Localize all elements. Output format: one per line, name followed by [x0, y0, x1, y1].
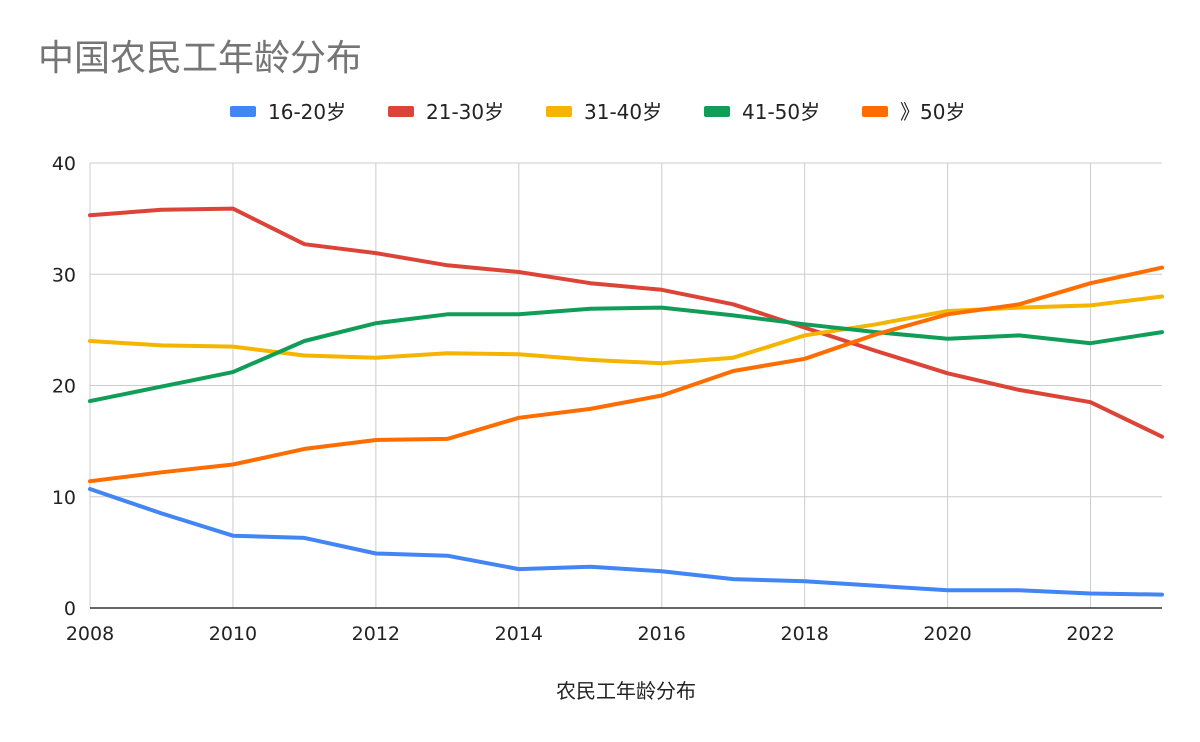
- legend-swatch: [388, 106, 414, 117]
- series-line-3[interactable]: [88, 305, 1164, 404]
- x-tick-label: 2016: [638, 623, 686, 645]
- y-tick-label: 40: [52, 153, 76, 175]
- legend-label: 31-40岁: [584, 100, 662, 124]
- legend[interactable]: 16-20岁 21-30岁 31-40岁 41-50岁 》50岁: [230, 100, 965, 124]
- legend-swatch: [704, 106, 730, 117]
- axes: 0 10 20 30 40 2008 2010 2012 2014 2016 2018 2020 202…: [52, 153, 1162, 645]
- chart-title: 中国农民工年龄分布: [38, 38, 362, 79]
- y-tick-label: 30: [52, 264, 76, 286]
- series-line-1[interactable]: [88, 206, 1164, 439]
- x-tick-label: 2022: [1066, 623, 1114, 645]
- legend-swatch: [546, 106, 572, 117]
- x-tick-label: 2018: [780, 623, 828, 645]
- legend-label: 21-30岁: [426, 100, 504, 124]
- legend-swatch: [230, 106, 256, 117]
- series-line-0[interactable]: [88, 487, 1164, 597]
- y-tick-label: 20: [52, 376, 76, 398]
- x-axis-label: 农民工年龄分布: [556, 679, 696, 703]
- legend-label: 41-50岁: [742, 100, 820, 124]
- series-lines: [88, 206, 1164, 597]
- series-line-4[interactable]: [88, 265, 1164, 484]
- legend-item-2[interactable]: 31-40岁: [546, 100, 662, 124]
- gridlines: [89, 162, 1162, 608]
- legend-label: 16-20岁: [268, 100, 346, 124]
- y-tick-label: 0: [64, 598, 76, 620]
- x-tick-label: 2014: [495, 623, 543, 645]
- x-tick-label: 2008: [66, 623, 114, 645]
- legend-item-1[interactable]: 21-30岁: [388, 100, 504, 124]
- x-tick-label: 2010: [209, 623, 257, 645]
- legend-item-0[interactable]: 16-20岁: [230, 100, 346, 124]
- legend-item-4[interactable]: 》50岁: [862, 100, 965, 124]
- x-tick-label: 2012: [352, 623, 400, 645]
- x-tick-label: 2020: [923, 623, 971, 645]
- legend-label: 》50岁: [900, 100, 965, 124]
- y-tick-label: 10: [52, 487, 76, 509]
- legend-item-3[interactable]: 41-50岁: [704, 100, 820, 124]
- legend-swatch: [862, 106, 888, 117]
